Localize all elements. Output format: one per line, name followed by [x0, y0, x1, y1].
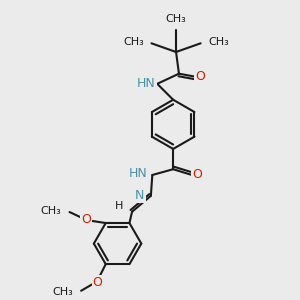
Text: O: O — [195, 70, 205, 83]
Text: H: H — [115, 201, 123, 211]
Text: CH₃: CH₃ — [41, 206, 62, 216]
Text: CH₃: CH₃ — [124, 37, 144, 47]
Text: O: O — [93, 276, 103, 289]
Text: HN: HN — [137, 77, 156, 90]
Text: CH₃: CH₃ — [166, 14, 186, 24]
Text: O: O — [81, 213, 91, 226]
Text: CH₃: CH₃ — [52, 287, 73, 297]
Text: HN: HN — [128, 167, 147, 180]
Text: N: N — [135, 189, 145, 202]
Text: CH₃: CH₃ — [208, 37, 229, 47]
Text: O: O — [192, 169, 202, 182]
